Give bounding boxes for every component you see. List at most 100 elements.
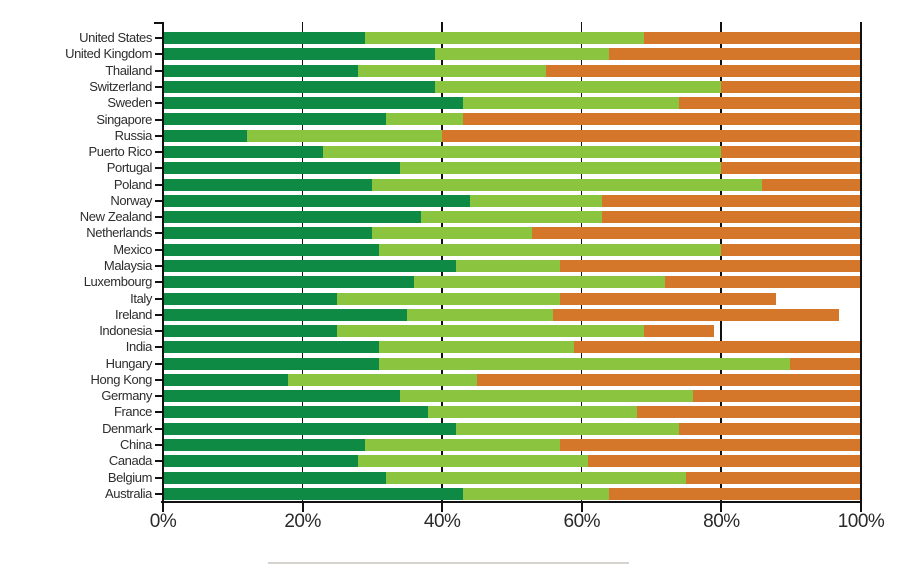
bar-row (163, 308, 860, 321)
bar-row (163, 211, 860, 224)
y-axis-label: Sweden (107, 95, 152, 111)
segment-dark-green (163, 178, 373, 191)
segment-dark-green (163, 357, 380, 370)
segment-dark-green (163, 113, 387, 126)
y-axis-label: Mexico (113, 241, 152, 257)
x-axis-tick (860, 501, 862, 512)
y-axis-tick (155, 313, 163, 316)
y-axis-label: Canada (108, 453, 153, 469)
bar-row (163, 32, 860, 45)
x-axis-tick-label: 80% (703, 511, 740, 532)
bar-row (163, 439, 860, 451)
segment-orange (790, 357, 860, 370)
y-axis-label: Hong Kong (90, 371, 153, 387)
x-axis-tick-label: 0% (149, 511, 177, 532)
x-axis-tick (720, 501, 723, 512)
bar-row (163, 194, 860, 207)
y-axis-tick (155, 37, 163, 40)
x-axis-tick (162, 501, 164, 512)
segment-light-green (386, 471, 686, 484)
segment-light-green (455, 422, 679, 435)
segment-light-green (246, 129, 442, 142)
segment-orange (560, 292, 777, 305)
y-axis-tick (155, 297, 163, 300)
y-axis-tick (155, 362, 163, 365)
segment-orange (685, 471, 860, 484)
segment-dark-green (163, 276, 414, 289)
y-axis-label: Germany (101, 388, 152, 404)
segment-dark-green (163, 64, 359, 77)
y-axis-tick (155, 281, 163, 284)
segment-light-green (434, 48, 610, 61)
segment-orange (720, 80, 860, 93)
y-axis-label: Indonesia (99, 323, 152, 339)
y-axis-label: United States (79, 30, 152, 46)
y-axis-label: Norway (110, 192, 152, 208)
segment-light-green (420, 211, 603, 224)
x-axis-line (161, 501, 862, 503)
bar-row (163, 80, 860, 93)
segment-light-green (365, 439, 561, 451)
y-axis-label: Russia (114, 127, 153, 143)
y-axis-label: Poland (113, 176, 152, 192)
y-axis-tick (155, 53, 163, 56)
segment-dark-green (163, 471, 387, 484)
x-axis-tick (580, 501, 583, 512)
bar-row (163, 259, 860, 272)
segment-light-green (399, 162, 721, 175)
segment-light-green (358, 455, 589, 468)
segment-orange (602, 211, 860, 224)
segment-orange (664, 276, 860, 289)
segment-dark-green (163, 162, 400, 175)
segment-orange (609, 487, 860, 500)
segment-light-green (379, 357, 791, 370)
segment-orange (692, 390, 860, 403)
bar-row (163, 341, 860, 354)
segment-orange (462, 113, 860, 126)
bar-row (163, 325, 860, 338)
segment-orange (636, 406, 860, 419)
segment-light-green (337, 292, 561, 305)
gridline-100 (860, 22, 862, 502)
y-axis-tick (155, 492, 163, 495)
segment-light-green (462, 97, 679, 110)
segment-orange (678, 97, 860, 110)
y-axis-line (161, 22, 164, 502)
x-axis-tick-label: 20% (284, 511, 321, 532)
y-axis-tick (155, 183, 163, 186)
y-axis-tick (155, 134, 163, 137)
segment-dark-green (163, 487, 463, 500)
segment-dark-green (163, 308, 407, 321)
y-axis-tick (155, 395, 163, 398)
segment-dark-green (163, 292, 338, 305)
segment-orange (560, 259, 860, 272)
bar-row (163, 64, 860, 77)
bar-row (163, 373, 860, 386)
y-axis-label: China (120, 437, 152, 453)
segment-orange (643, 325, 714, 338)
segment-light-green (337, 325, 644, 338)
x-axis-tick-label: 100% (837, 511, 885, 532)
segment-light-green (462, 487, 610, 500)
y-axis-label: Denmark (102, 420, 152, 436)
segment-orange (609, 48, 860, 61)
y-axis-tick (155, 102, 163, 105)
bar-row (163, 422, 860, 435)
x-axis-tick (301, 501, 304, 512)
segment-dark-green (163, 194, 470, 207)
bar-row (163, 113, 860, 126)
segment-light-green (372, 227, 533, 240)
segment-light-green (288, 373, 477, 386)
bar-row (163, 276, 860, 289)
segment-dark-green (163, 32, 366, 45)
legend-box-cropped (268, 562, 629, 574)
segment-dark-green (163, 97, 463, 110)
y-axis-tick (155, 232, 163, 235)
segment-dark-green (163, 455, 359, 468)
bar-row (163, 471, 860, 484)
segment-orange (720, 162, 860, 175)
segment-dark-green (163, 129, 247, 142)
segment-orange (720, 243, 860, 256)
y-axis-tick (155, 427, 163, 430)
